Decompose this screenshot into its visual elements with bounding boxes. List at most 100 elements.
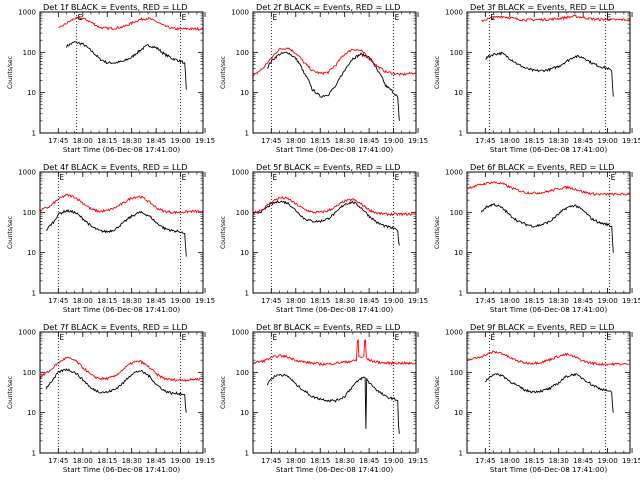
y-axis-label: Counts/sec [434,56,441,89]
series-lld-line [467,181,630,197]
y-tick-label: 1 [245,290,249,298]
x-tick-label: 18:30 [335,457,355,465]
x-tick-label: 19:15 [408,137,428,145]
y-axis-label: Counts/sec [7,216,14,249]
event-marker-label: E [395,173,400,182]
x-tick-label: 19:00 [170,457,190,465]
event-marker-label: E [182,333,187,342]
x-tick-label: 18:30 [122,297,142,305]
x-tick-label: 18:30 [122,137,142,145]
panel-1: Det 1f BLACK = Events, RED = LLD Counts/s… [7,2,215,154]
panel-frame [466,11,631,134]
x-tick-label: 18:15 [310,137,330,145]
series-lld-line [467,350,630,367]
series-events-line [66,41,187,90]
y-axis-label: Counts/sec [220,56,227,89]
panel-8: Det 8f BLACK = Events, RED = LLD Counts/s… [220,322,428,474]
panel-title: Det 7f BLACK = Events, RED = LLD [43,322,187,332]
x-tick-label: 19:00 [597,457,617,465]
y-tick-label: 100 [23,49,36,57]
x-tick-label: 17:45 [48,137,68,145]
panel-title: Det 9f BLACK = Events, RED = LLD [470,322,614,332]
x-tick-label: 18:00 [286,137,306,145]
y-tick-label: 10 [240,249,249,257]
y-tick-label: 100 [450,369,463,377]
event-marker-label: E [607,333,612,342]
y-tick-label: 100 [236,369,249,377]
y-tick-label: 1 [32,450,36,458]
panel-6: Det 6f BLACK = Events, RED = LLD Counts/s… [434,162,640,314]
x-tick-label: 18:15 [310,457,330,465]
event-marker-label: E [272,13,277,22]
y-tick-label: 10 [240,89,249,97]
x-tick-label: 18:00 [286,297,306,305]
x-tick-label: 18:45 [573,137,593,145]
event-marker-label: E [490,13,495,22]
x-tick-label: 18:15 [524,297,544,305]
series-lld-line [253,338,416,367]
x-tick-label: 18:15 [310,297,330,305]
x-tick-label: 18:30 [122,457,142,465]
series-lld-line [58,16,203,31]
panel-title: Det 6f BLACK = Events, RED = LLD [470,162,614,172]
series-lld-line [40,193,203,215]
event-marker-label: E [395,333,400,342]
x-tick-label: 18:15 [97,137,117,145]
y-axis-label: Counts/sec [220,216,227,249]
panel-2: Det 2f BLACK = Events, RED = LLD Counts/s… [220,2,428,154]
y-tick-label: 1000 [445,9,463,17]
series-events-line [485,51,614,97]
x-axis-label: Start Time (06-Dec-08 17:41:00) [276,145,393,154]
x-tick-label: 18:45 [359,457,379,465]
x-tick-label: 18:30 [335,137,355,145]
y-tick-label: 10 [27,409,36,417]
series-events-line [484,372,614,413]
x-tick-label: 17:45 [48,457,68,465]
x-axis-label: Start Time (06-Dec-08 17:41:00) [490,305,607,314]
x-tick-label: 19:00 [383,457,403,465]
x-tick-label: 18:00 [500,457,520,465]
x-axis-label: Start Time (06-Dec-08 17:41:00) [63,465,180,474]
panel-frame [39,331,204,454]
event-marker-label: E [59,173,64,182]
x-tick-label: 19:15 [622,137,640,145]
series-events-line [267,51,400,121]
y-tick-label: 1000 [445,169,463,177]
y-tick-label: 1 [459,130,463,138]
x-tick-label: 18:45 [146,457,166,465]
series-lld-line [40,356,203,382]
y-tick-label: 1 [245,130,249,138]
panel-frame [252,331,417,454]
panel-title: Det 3f BLACK = Events, RED = LLD [470,2,614,12]
y-tick-label: 10 [27,249,36,257]
x-tick-label: 18:45 [146,297,166,305]
x-tick-label: 18:30 [549,137,569,145]
panel-5: Det 5f BLACK = Events, RED = LLD Counts/s… [220,162,428,314]
x-tick-label: 18:00 [73,297,93,305]
x-axis-label: Start Time (06-Dec-08 17:41:00) [276,305,393,314]
y-tick-label: 10 [27,89,36,97]
x-tick-label: 18:45 [359,137,379,145]
x-tick-label: 18:45 [573,297,593,305]
event-marker-label: E [607,13,612,22]
x-axis-label: Start Time (06-Dec-08 17:41:00) [490,465,607,474]
x-tick-label: 18:45 [573,457,593,465]
panel-title: Det 5f BLACK = Events, RED = LLD [256,162,400,172]
x-tick-label: 19:15 [195,297,215,305]
x-tick-label: 19:15 [622,297,640,305]
y-tick-label: 1000 [231,329,249,337]
x-tick-label: 17:45 [261,137,281,145]
x-tick-label: 18:00 [500,297,520,305]
series-events-line [266,373,400,434]
panel-3: Det 3f BLACK = Events, RED = LLD Counts/s… [434,2,640,154]
y-tick-label: 100 [450,49,463,57]
y-tick-label: 10 [454,89,463,97]
x-tick-label: 17:45 [475,297,495,305]
y-tick-label: 10 [454,249,463,257]
x-tick-label: 18:45 [146,137,166,145]
x-tick-label: 18:00 [73,457,93,465]
x-tick-label: 18:30 [549,457,569,465]
x-tick-label: 18:00 [286,457,306,465]
x-tick-label: 19:00 [597,137,617,145]
